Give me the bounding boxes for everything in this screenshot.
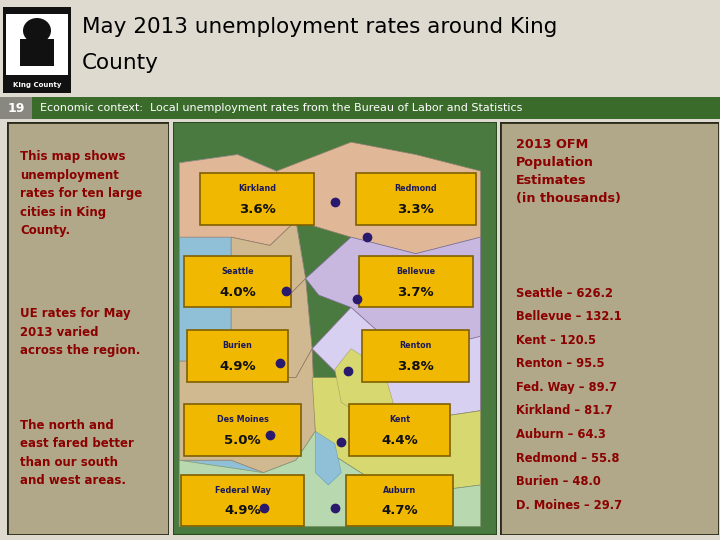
Text: The north and
east fared better
than our south
and west areas.: The north and east fared better than our… [20, 419, 134, 488]
Text: May 2013 unemployment rates around King: May 2013 unemployment rates around King [82, 17, 557, 37]
Polygon shape [312, 307, 481, 419]
Polygon shape [179, 431, 481, 526]
Text: This map shows
unemployment
rates for ten large
cities in King
County.: This map shows unemployment rates for te… [20, 151, 143, 238]
Text: Redmond: Redmond [395, 184, 437, 193]
Text: County: County [82, 53, 159, 73]
FancyBboxPatch shape [349, 404, 450, 456]
Text: Des Moines: Des Moines [217, 415, 269, 424]
Bar [20, 39, 54, 66]
Text: Burien – 48.0: Burien – 48.0 [516, 475, 600, 488]
Text: UE rates for May
2013 varied
across the region.: UE rates for May 2013 varied across the … [20, 307, 140, 357]
Bar [6, 14, 68, 75]
Text: Auburn: Auburn [383, 485, 416, 495]
Text: Redmond – 55.8: Redmond – 55.8 [516, 451, 619, 464]
Polygon shape [179, 154, 315, 526]
Text: Economic context:  Local unemployment rates from the Bureau of Labor and Statist: Economic context: Local unemployment rat… [40, 103, 523, 113]
FancyBboxPatch shape [181, 475, 304, 526]
Text: Bellevue – 132.1: Bellevue – 132.1 [516, 310, 621, 323]
FancyBboxPatch shape [7, 122, 169, 535]
Text: 5.0%: 5.0% [224, 434, 261, 447]
Text: Federal Way: Federal Way [215, 485, 271, 495]
Text: D. Moines – 29.7: D. Moines – 29.7 [516, 498, 622, 512]
FancyBboxPatch shape [359, 256, 472, 307]
Polygon shape [312, 377, 481, 494]
Text: Kent: Kent [389, 415, 410, 424]
Text: 4.4%: 4.4% [381, 434, 418, 447]
Text: 4.9%: 4.9% [224, 504, 261, 517]
Polygon shape [231, 221, 305, 307]
Polygon shape [276, 142, 481, 254]
Text: 4.0%: 4.0% [219, 286, 256, 299]
Bar [3, 7, 71, 93]
Text: 19: 19 [7, 102, 24, 114]
FancyBboxPatch shape [346, 475, 453, 526]
Text: Auburn – 64.3: Auburn – 64.3 [516, 428, 606, 441]
Text: 3.3%: 3.3% [397, 203, 434, 216]
FancyBboxPatch shape [500, 122, 719, 535]
FancyBboxPatch shape [356, 173, 476, 225]
Text: Kirkland – 81.7: Kirkland – 81.7 [516, 404, 612, 417]
Bar [0, 97, 32, 119]
FancyBboxPatch shape [200, 173, 314, 225]
Text: Kent – 120.5: Kent – 120.5 [516, 334, 595, 347]
FancyBboxPatch shape [187, 330, 288, 382]
Text: 3.8%: 3.8% [397, 360, 434, 373]
Text: Bellevue: Bellevue [396, 267, 436, 275]
FancyBboxPatch shape [184, 404, 301, 456]
Polygon shape [315, 431, 341, 485]
Text: Burien: Burien [222, 341, 253, 350]
FancyBboxPatch shape [362, 330, 469, 382]
Polygon shape [179, 349, 315, 472]
Text: Kirkland: Kirkland [238, 184, 276, 193]
Polygon shape [231, 279, 312, 377]
Text: 4.7%: 4.7% [382, 504, 418, 517]
Text: 3.7%: 3.7% [397, 286, 434, 299]
Circle shape [23, 18, 51, 43]
Text: 3.6%: 3.6% [238, 203, 276, 216]
Polygon shape [335, 349, 393, 419]
Text: Seattle: Seattle [221, 267, 254, 275]
Polygon shape [305, 237, 481, 349]
Text: 4.9%: 4.9% [220, 360, 256, 373]
Text: Renton: Renton [400, 341, 432, 350]
FancyBboxPatch shape [184, 256, 291, 307]
Text: 2013 OFM
Population
Estimates
(in thousands): 2013 OFM Population Estimates (in thousa… [516, 138, 621, 205]
Text: Seattle – 626.2: Seattle – 626.2 [516, 287, 613, 300]
Text: Fed. Way – 89.7: Fed. Way – 89.7 [516, 381, 616, 394]
Text: Renton – 95.5: Renton – 95.5 [516, 357, 604, 370]
Text: King County: King County [13, 82, 61, 87]
Polygon shape [179, 154, 296, 245]
